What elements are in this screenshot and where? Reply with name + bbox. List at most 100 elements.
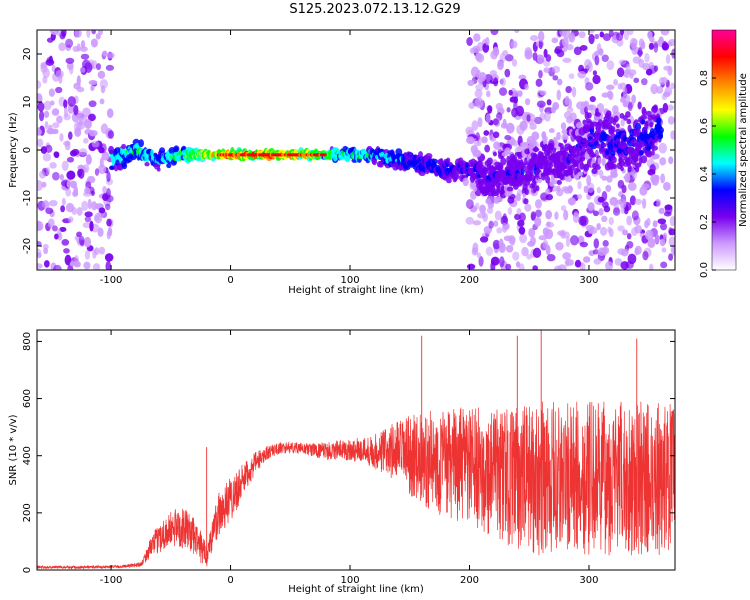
spectral-blob bbox=[61, 160, 69, 171]
spectral-blob bbox=[101, 151, 110, 161]
spectral-blob bbox=[579, 241, 588, 248]
spectral-blob bbox=[562, 134, 569, 140]
spectral-blob bbox=[588, 33, 595, 45]
spectral-blob bbox=[587, 202, 595, 211]
spectral-blob bbox=[524, 47, 532, 56]
spectral-blob bbox=[98, 146, 105, 154]
spectral-blob bbox=[51, 128, 59, 135]
spectral-blob bbox=[90, 38, 98, 48]
spectral-blob bbox=[560, 122, 567, 130]
spectral-blob bbox=[626, 233, 632, 240]
spectral-blob bbox=[471, 120, 479, 131]
spectral-blob bbox=[76, 75, 81, 87]
spectral-blob bbox=[61, 238, 70, 246]
spectral-blob bbox=[470, 66, 480, 78]
spectral-blob bbox=[76, 207, 83, 216]
spectral-blob bbox=[51, 225, 58, 232]
spectral-blob bbox=[582, 256, 591, 263]
spectral-blob bbox=[502, 50, 509, 57]
colorbar-label: Normalized spectral amplitude bbox=[738, 73, 749, 227]
spectral-blob bbox=[488, 220, 494, 229]
spectral-blob bbox=[485, 246, 494, 256]
spectral-blob bbox=[418, 151, 424, 159]
spectral-blob bbox=[538, 69, 543, 79]
spectral-blob bbox=[649, 164, 656, 174]
spectral-blob bbox=[608, 91, 614, 101]
spectral-blob bbox=[647, 237, 656, 249]
spectral-blob bbox=[43, 247, 49, 255]
spectral-blob bbox=[552, 75, 559, 81]
spectral-blob bbox=[523, 198, 529, 205]
spectral-blob bbox=[532, 265, 538, 270]
spectral-blob bbox=[584, 58, 592, 70]
spectral-blob bbox=[640, 114, 648, 120]
spectral-blob bbox=[568, 164, 575, 172]
y-tick-label: 20 bbox=[22, 48, 33, 61]
spectral-blob bbox=[500, 157, 507, 166]
spectral-blob bbox=[518, 90, 523, 97]
spectral-blob bbox=[579, 162, 585, 170]
y-tick-label: 10 bbox=[22, 96, 33, 109]
spectral-blob bbox=[554, 46, 562, 54]
snr-x-ticks: -100 0 100 200 300 bbox=[100, 330, 599, 586]
spectral-blob bbox=[633, 119, 639, 124]
spectral-blob bbox=[548, 161, 554, 169]
spectral-blob bbox=[66, 170, 76, 180]
spectral-blob bbox=[545, 188, 550, 195]
spectral-blob bbox=[144, 161, 150, 167]
spectral-blob bbox=[91, 201, 98, 211]
spectral-blob bbox=[539, 151, 544, 157]
spectral-blob bbox=[78, 148, 88, 156]
spectral-blob bbox=[495, 102, 503, 111]
spectral-blob bbox=[524, 203, 532, 212]
spectral-blob bbox=[490, 30, 499, 36]
snr-chart: -100 0 100 200 300 0 200 400 600 800 Height of s… bbox=[8, 329, 676, 595]
spectral-blob bbox=[507, 207, 513, 215]
spectral-blob bbox=[620, 205, 625, 214]
spectral-blob bbox=[37, 129, 43, 136]
spectral-blob bbox=[64, 254, 72, 266]
spectral-blob bbox=[660, 261, 668, 269]
spectral-blob bbox=[556, 89, 561, 101]
spectral-blob bbox=[497, 60, 504, 71]
spectral-blob bbox=[522, 192, 527, 198]
colorbar-tick-label: 0.4 bbox=[699, 166, 710, 182]
spectral-blob bbox=[56, 115, 63, 124]
spectral-blob bbox=[72, 190, 79, 197]
spectral-blob bbox=[445, 157, 451, 164]
spectral-blob bbox=[553, 265, 562, 270]
spectral-blob bbox=[647, 30, 653, 40]
spectrogram-x-ticks: -100 0 100 200 300 bbox=[100, 30, 599, 286]
snr-series-line bbox=[37, 401, 675, 570]
spectral-blob bbox=[616, 67, 625, 78]
spectral-blob bbox=[539, 90, 547, 96]
spectral-blob bbox=[79, 66, 86, 73]
spectral-blob bbox=[67, 216, 74, 223]
spectral-blob bbox=[47, 124, 53, 134]
spectral-blob bbox=[576, 193, 583, 200]
spectral-blob bbox=[573, 211, 579, 218]
spectral-blob bbox=[545, 244, 551, 256]
spectral-blob bbox=[65, 57, 75, 64]
spectral-blob bbox=[534, 216, 542, 227]
spectral-blob bbox=[545, 175, 551, 184]
spectral-blob bbox=[653, 42, 659, 53]
spectral-blob bbox=[653, 104, 658, 111]
spectral-blob bbox=[106, 171, 111, 183]
spectral-blob bbox=[66, 156, 75, 163]
spectral-blob bbox=[486, 207, 494, 214]
spectral-blob bbox=[640, 183, 650, 190]
x-tick-label: 200 bbox=[460, 275, 479, 286]
spectral-blob bbox=[592, 74, 601, 85]
spectral-blob bbox=[83, 137, 89, 144]
spectral-blob bbox=[538, 39, 543, 50]
spectral-blob bbox=[633, 77, 640, 84]
spectral-blob bbox=[107, 227, 113, 237]
spectral-blob bbox=[568, 32, 576, 43]
spectral-blob bbox=[481, 136, 488, 144]
spectral-blob bbox=[102, 185, 107, 194]
spectral-blob bbox=[625, 261, 634, 269]
spectral-blob bbox=[77, 169, 82, 178]
spectral-blob bbox=[40, 146, 48, 154]
spectral-blob bbox=[546, 99, 552, 106]
